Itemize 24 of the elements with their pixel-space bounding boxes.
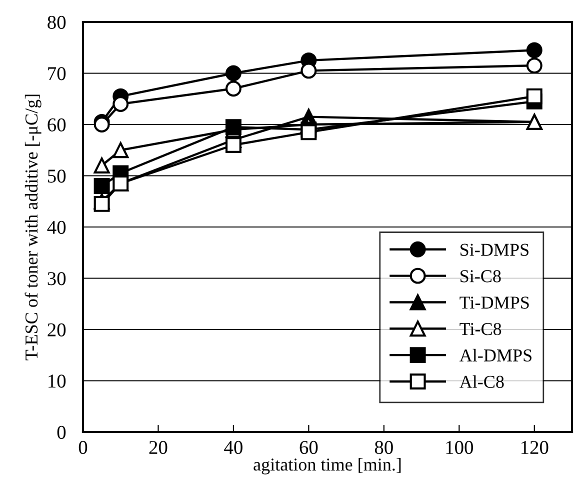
y-tick-label: 60 [48, 118, 66, 132]
y-tick-label: 80 [48, 16, 66, 29]
x-tick-label: 60 [300, 440, 318, 454]
x-tick-label: 20 [149, 440, 168, 454]
y-tick-label: 50 [48, 170, 66, 183]
y-tick-label: 0 [57, 426, 66, 439]
y-tick-label: 40 [47, 220, 66, 234]
x-axis-title: agitation time [min.] [254, 458, 401, 474]
x-tick-label: 0 [78, 440, 88, 454]
y-axis-title: T-ESC of toner with additive [-μC/g] [24, 94, 42, 360]
legend-label: Ti-C8 [460, 322, 502, 336]
y-tick-label: 10 [48, 374, 66, 388]
legend-label: Si-DMPS [460, 244, 528, 256]
x-tick-label: 120 [522, 440, 548, 454]
legend-label: Al-DMPS [460, 348, 532, 362]
x-tick-label: 100 [446, 440, 473, 454]
x-tick-label: 40 [224, 440, 242, 454]
legend-label: Ti-DMPS [460, 296, 529, 309]
y-tick-label: 70 [48, 67, 66, 80]
legend-label: Si-C8 [460, 270, 501, 282]
y-tick-label: 20 [48, 323, 66, 336]
legend-label: Al-C8 [460, 375, 504, 388]
y-tick-label: 30 [48, 272, 66, 286]
x-tick-label: 80 [374, 440, 393, 454]
